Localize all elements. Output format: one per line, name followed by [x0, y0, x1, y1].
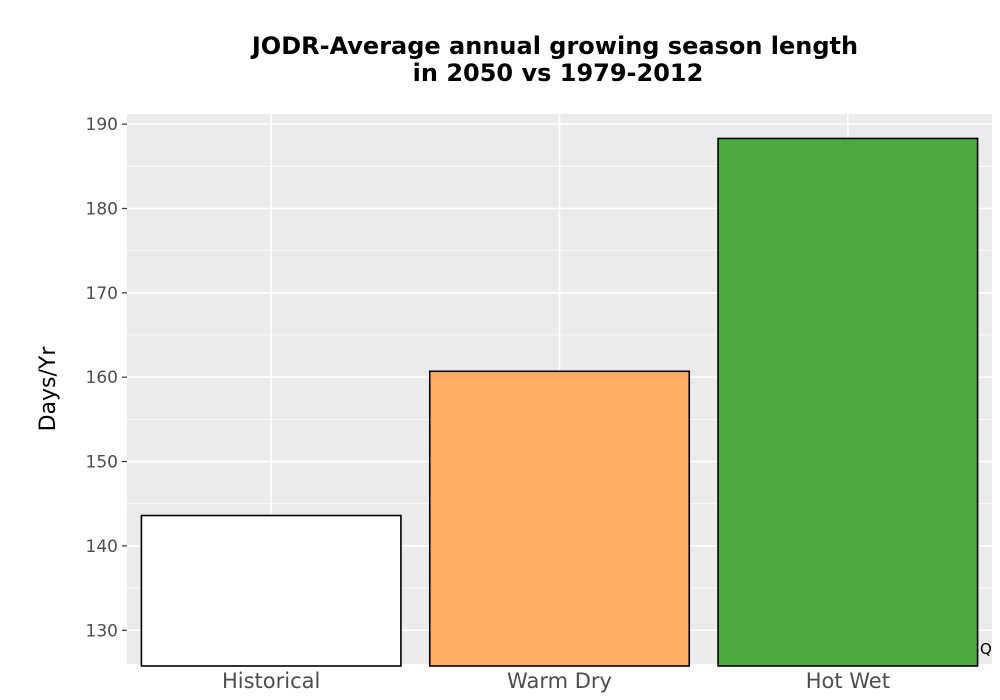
x-tick-label: Hot Wet	[806, 669, 890, 693]
bar-hot-wet	[717, 137, 979, 667]
y-tick-label: 190	[86, 115, 118, 135]
y-axis-ticks: 130 140 150 160 170 180 190	[86, 115, 127, 641]
bars	[140, 137, 979, 667]
chart-title-line-1: JODR-Average annual growing season lengt…	[250, 32, 858, 60]
y-axis-title: Days/Yr	[36, 346, 61, 432]
bar-historical	[140, 514, 402, 667]
y-tick-label: 130	[86, 621, 118, 641]
corner-mark: Q	[980, 640, 992, 658]
y-tick-label: 180	[86, 199, 118, 219]
x-tick-label: Historical	[222, 669, 320, 693]
x-tick-label: Warm Dry	[507, 669, 612, 693]
y-tick-label: 170	[86, 284, 118, 304]
y-tick-label: 160	[86, 368, 118, 388]
chart-title-line-2: in 2050 vs 1979-2012	[413, 59, 704, 87]
y-tick-label: 140	[86, 537, 118, 557]
x-axis-labels: Historical Warm Dry Hot Wet	[222, 669, 890, 693]
bar-warm-dry	[428, 370, 691, 667]
y-tick-label: 150	[86, 453, 118, 473]
